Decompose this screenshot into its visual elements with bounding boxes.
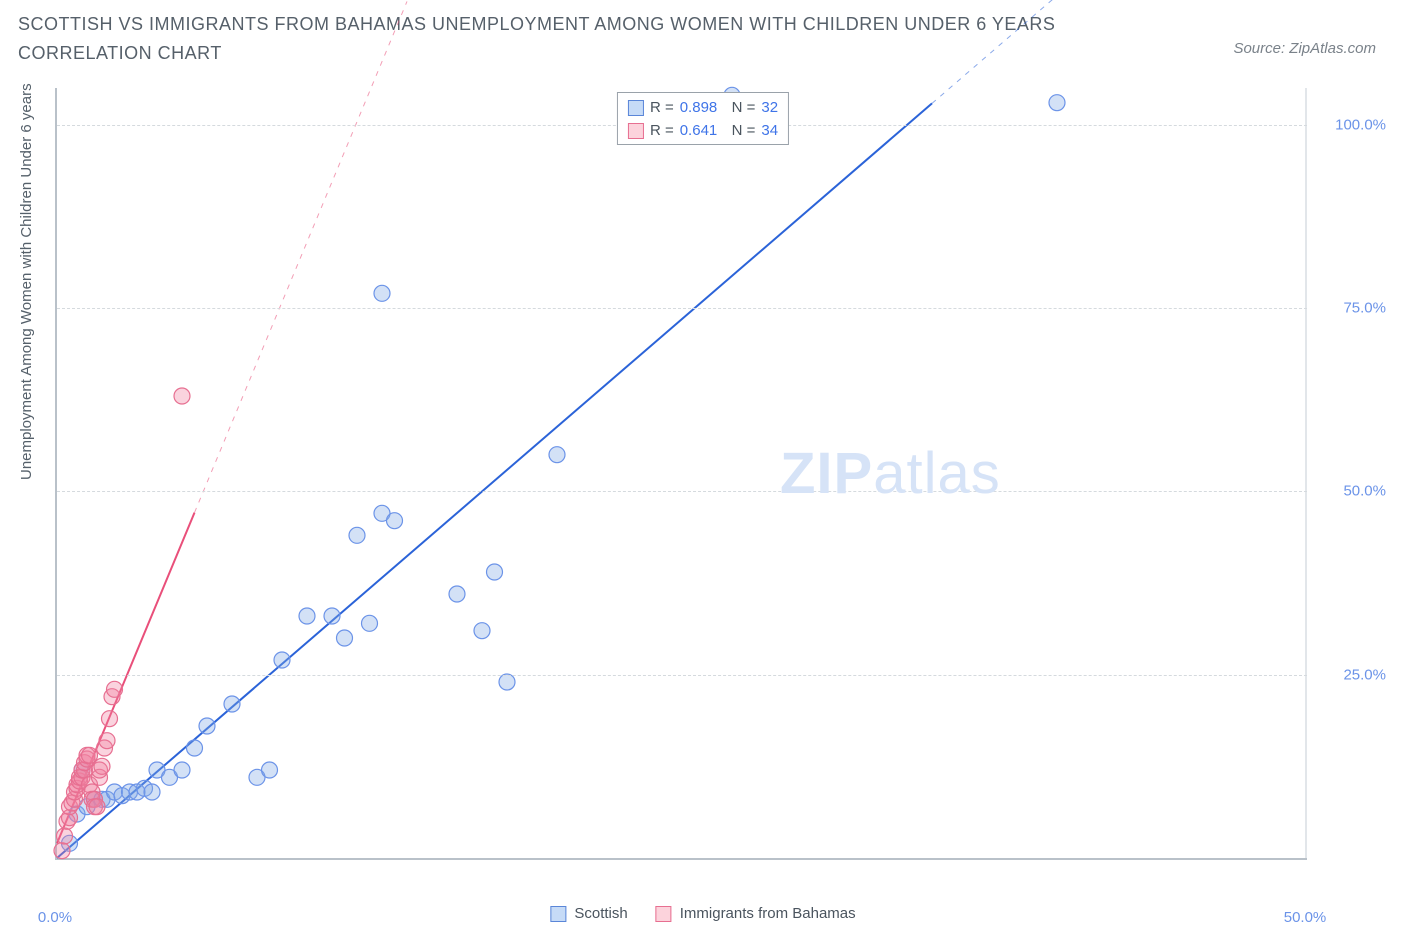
gridline — [57, 675, 1307, 676]
legend-r-label: R = — [650, 97, 674, 120]
data-point — [107, 681, 123, 697]
data-point — [89, 799, 105, 815]
data-point — [299, 608, 315, 624]
y-tick-label: 75.0% — [1343, 300, 1386, 317]
data-point — [1049, 95, 1065, 111]
plot-area — [55, 88, 1307, 860]
legend-row: R = 0.898 N = 32 — [628, 97, 778, 120]
legend-swatch — [656, 906, 672, 922]
source-credit: Source: ZipAtlas.com — [1233, 40, 1376, 57]
data-point — [94, 758, 110, 774]
data-point — [274, 652, 290, 668]
data-point — [349, 527, 365, 543]
data-point — [187, 740, 203, 756]
gridline — [57, 491, 1307, 492]
data-point — [387, 513, 403, 529]
y-tick-label: 25.0% — [1343, 666, 1386, 683]
legend-label: Scottish — [574, 905, 627, 922]
data-point — [174, 762, 190, 778]
y-tick-label: 50.0% — [1343, 483, 1386, 500]
data-point — [57, 828, 73, 844]
data-point — [99, 733, 115, 749]
y-axis-label: Unemployment Among Women with Children U… — [18, 83, 35, 480]
data-point — [374, 285, 390, 301]
legend-series: Scottish Immigrants from Bahamas — [550, 905, 855, 922]
data-point — [262, 762, 278, 778]
data-point — [199, 718, 215, 734]
legend-item: Immigrants from Bahamas — [656, 905, 856, 922]
x-tick-label: 50.0% — [1284, 909, 1327, 926]
data-point — [549, 447, 565, 463]
data-point — [174, 388, 190, 404]
legend-correlation: R = 0.898 N = 32R = 0.641 N = 34 — [617, 92, 789, 145]
gridline — [57, 308, 1307, 309]
legend-swatch — [628, 123, 644, 139]
legend-label: Immigrants from Bahamas — [680, 905, 856, 922]
legend-r-value: 0.641 — [680, 120, 718, 143]
data-point — [487, 564, 503, 580]
trend-line-dashed — [195, 1, 408, 512]
data-point — [102, 711, 118, 727]
legend-swatch — [628, 100, 644, 116]
legend-n-value: 32 — [761, 97, 778, 120]
data-point — [337, 630, 353, 646]
data-point — [224, 696, 240, 712]
data-point — [499, 674, 515, 690]
data-point — [362, 615, 378, 631]
data-point — [82, 747, 98, 763]
data-point — [324, 608, 340, 624]
legend-r-value: 0.898 — [680, 97, 718, 120]
data-point — [144, 784, 160, 800]
x-tick-label: 0.0% — [38, 909, 72, 926]
legend-item: Scottish — [550, 905, 627, 922]
chart-svg — [57, 88, 1307, 858]
legend-swatch — [550, 906, 566, 922]
legend-r-label: R = — [650, 120, 674, 143]
legend-n-label: N = — [723, 120, 755, 143]
y-tick-label: 100.0% — [1335, 116, 1386, 133]
legend-n-value: 34 — [761, 120, 778, 143]
data-point — [449, 586, 465, 602]
data-point — [474, 623, 490, 639]
data-point — [54, 843, 70, 859]
legend-row: R = 0.641 N = 34 — [628, 120, 778, 143]
legend-n-label: N = — [723, 97, 755, 120]
chart-title: SCOTTISH VS IMMIGRANTS FROM BAHAMAS UNEM… — [18, 10, 1138, 68]
